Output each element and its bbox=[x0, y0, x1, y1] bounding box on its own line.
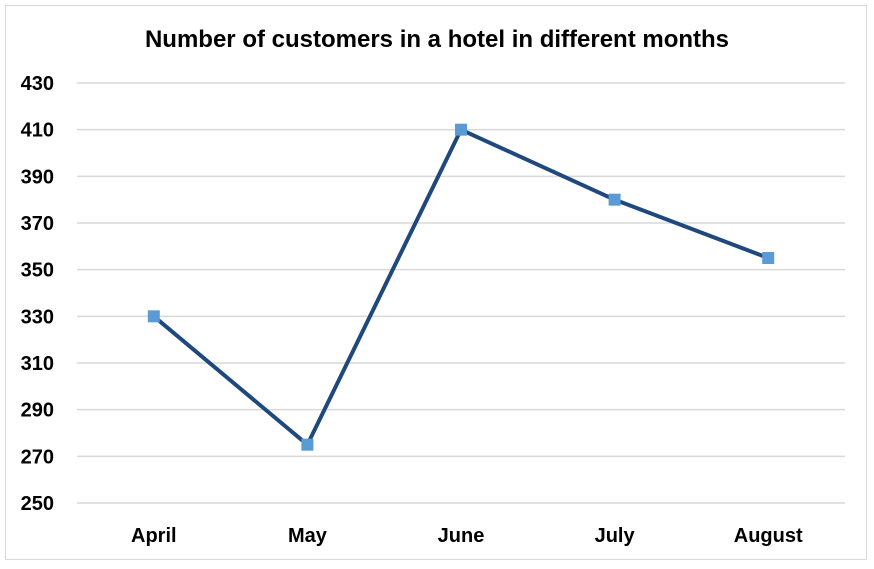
x-tick-label: June bbox=[438, 525, 485, 547]
y-tick-label: 430 bbox=[21, 73, 54, 95]
data-point-marker bbox=[762, 252, 775, 264]
chart-title: Number of customers in a hotel in differ… bbox=[145, 26, 729, 53]
y-tick-label: 270 bbox=[21, 446, 54, 468]
y-tick-label: 390 bbox=[21, 166, 54, 188]
chart-frame bbox=[5, 5, 867, 560]
data-point-marker bbox=[608, 193, 621, 206]
x-tick-label: August bbox=[734, 525, 803, 547]
y-tick-label: 290 bbox=[21, 400, 54, 422]
data-point-marker bbox=[455, 123, 467, 136]
gridlines bbox=[77, 82, 845, 504]
y-tick-label: 370 bbox=[21, 213, 54, 235]
y-tick-label: 350 bbox=[21, 260, 54, 282]
data-point-marker bbox=[147, 310, 160, 323]
x-tick-label: July bbox=[595, 525, 636, 547]
x-axis-tick-labels: April May June July August bbox=[131, 525, 803, 547]
data-point-marker bbox=[301, 438, 314, 451]
y-tick-label: 330 bbox=[21, 306, 54, 328]
x-tick-label: April bbox=[131, 525, 177, 547]
y-axis-tick-labels: 250 270 290 310 330 350 370 390 410 430 bbox=[21, 73, 54, 515]
y-tick-label: 310 bbox=[21, 353, 54, 375]
y-tick-label: 410 bbox=[21, 120, 54, 142]
y-tick-label: 250 bbox=[21, 493, 54, 515]
x-tick-label: May bbox=[288, 525, 328, 547]
series-group bbox=[147, 123, 775, 451]
